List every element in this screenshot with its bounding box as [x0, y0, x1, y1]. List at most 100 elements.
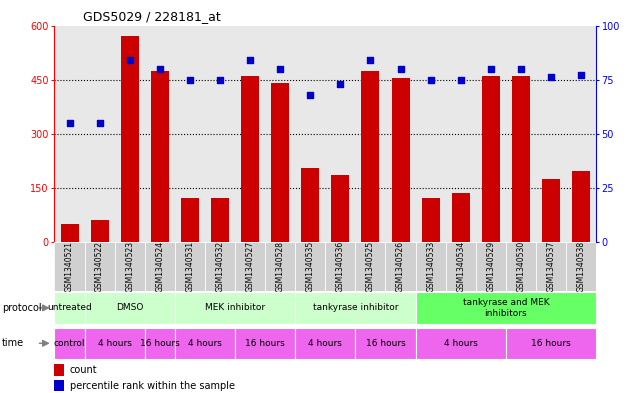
Point [365, 57, 376, 63]
Bar [385, 242, 415, 291]
Text: GSM1340521: GSM1340521 [65, 241, 74, 292]
Bar [572, 171, 590, 242]
Text: percentile rank within the sample: percentile rank within the sample [70, 381, 235, 391]
Text: GSM1340536: GSM1340536 [336, 241, 345, 292]
Point [546, 74, 556, 81]
Text: control: control [54, 339, 85, 348]
Bar [271, 83, 289, 242]
Bar [175, 292, 296, 323]
Text: 16 hours: 16 hours [531, 339, 571, 348]
Text: GSM1340523: GSM1340523 [125, 241, 134, 292]
Text: tankyrase inhibitor: tankyrase inhibitor [313, 303, 398, 312]
Text: GSM1340534: GSM1340534 [456, 241, 465, 292]
Text: time: time [2, 338, 24, 348]
Bar [54, 328, 85, 359]
Bar [476, 242, 506, 291]
Bar [85, 242, 115, 291]
Bar [301, 168, 319, 242]
Bar [145, 328, 175, 359]
Point [486, 66, 496, 72]
Text: GSM1340522: GSM1340522 [95, 241, 104, 292]
Text: 4 hours: 4 hours [308, 339, 342, 348]
Text: GSM1340528: GSM1340528 [276, 241, 285, 292]
Point [516, 66, 526, 72]
Point [426, 76, 436, 83]
Bar [296, 328, 355, 359]
Bar [296, 242, 326, 291]
Bar [265, 242, 296, 291]
Point [275, 66, 285, 72]
Point [305, 92, 315, 98]
Bar [145, 242, 175, 291]
Point [395, 66, 406, 72]
Bar [482, 76, 500, 242]
Bar [566, 242, 596, 291]
Bar [326, 242, 355, 291]
Text: GSM1340532: GSM1340532 [215, 241, 224, 292]
Text: GSM1340526: GSM1340526 [396, 241, 405, 292]
Text: GSM1340538: GSM1340538 [577, 241, 586, 292]
Bar [54, 364, 64, 376]
Text: untreated: untreated [47, 303, 92, 312]
Bar [54, 242, 85, 291]
Bar [211, 198, 229, 242]
Text: GSM1340524: GSM1340524 [155, 241, 164, 292]
Text: GSM1340531: GSM1340531 [185, 241, 194, 292]
Text: GSM1340533: GSM1340533 [426, 241, 435, 292]
Bar [151, 71, 169, 242]
Bar [296, 292, 415, 323]
Point [335, 81, 345, 87]
Bar [536, 242, 566, 291]
Text: 16 hours: 16 hours [140, 339, 179, 348]
Bar [542, 179, 560, 242]
Text: GSM1340537: GSM1340537 [547, 241, 556, 292]
Text: MEK inhibitor: MEK inhibitor [205, 303, 265, 312]
Bar [362, 71, 379, 242]
Bar [355, 242, 385, 291]
Bar [85, 292, 175, 323]
Text: 16 hours: 16 hours [246, 339, 285, 348]
Point [245, 57, 255, 63]
Bar [506, 328, 596, 359]
Bar [175, 242, 205, 291]
Text: tankyrase and MEK
inhibitors: tankyrase and MEK inhibitors [463, 298, 549, 318]
Bar [54, 380, 64, 391]
Point [154, 66, 165, 72]
Text: GSM1340525: GSM1340525 [366, 241, 375, 292]
Bar [415, 242, 445, 291]
Point [215, 76, 225, 83]
Text: GSM1340535: GSM1340535 [306, 241, 315, 292]
Bar [205, 242, 235, 291]
Bar [90, 220, 109, 242]
Point [94, 119, 104, 126]
Bar [115, 242, 145, 291]
Bar [506, 242, 536, 291]
Bar [452, 193, 470, 242]
Bar [512, 76, 530, 242]
Bar [241, 76, 259, 242]
Text: GSM1340529: GSM1340529 [487, 241, 495, 292]
Text: protocol: protocol [2, 303, 42, 313]
Text: 4 hours: 4 hours [444, 339, 478, 348]
Bar [181, 198, 199, 242]
Bar [392, 78, 410, 242]
Bar [60, 224, 79, 242]
Bar [355, 328, 415, 359]
Point [456, 76, 466, 83]
Bar [445, 242, 476, 291]
Point [64, 119, 74, 126]
Text: GSM1340530: GSM1340530 [517, 241, 526, 292]
Bar [331, 175, 349, 242]
Bar [415, 292, 596, 323]
Bar [175, 328, 235, 359]
Text: 4 hours: 4 hours [188, 339, 222, 348]
Bar [54, 292, 85, 323]
Point [185, 76, 195, 83]
Point [124, 57, 135, 63]
Bar [422, 198, 440, 242]
Text: 16 hours: 16 hours [365, 339, 405, 348]
Bar [235, 242, 265, 291]
Text: GSM1340527: GSM1340527 [246, 241, 254, 292]
Bar [415, 328, 506, 359]
Text: count: count [70, 365, 97, 375]
